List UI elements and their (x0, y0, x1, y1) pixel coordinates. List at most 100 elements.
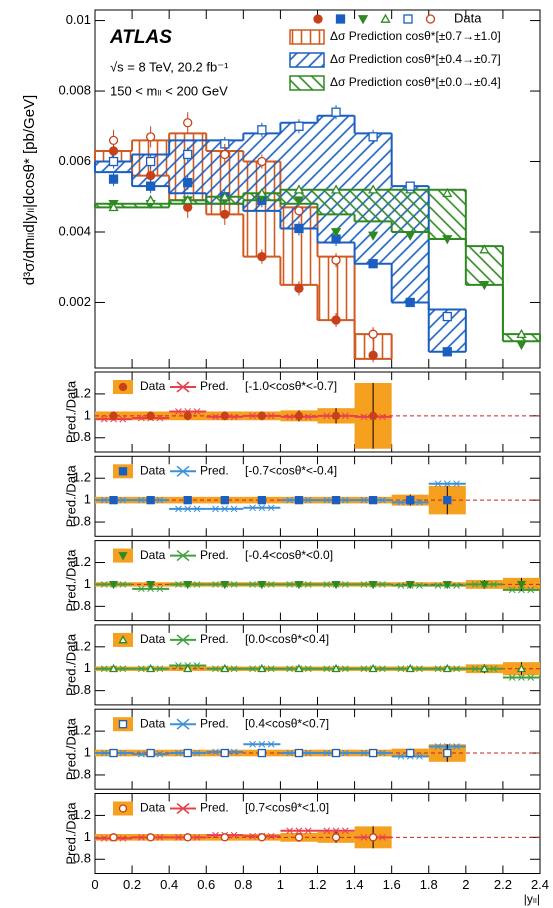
prediction-cross (138, 496, 145, 504)
prediction-cross (304, 581, 312, 588)
prediction-cross (258, 740, 266, 748)
prediction-cross (453, 582, 460, 589)
y-axis-label: Pred./Data (63, 802, 78, 865)
y-tick-label: 0.004 (58, 223, 91, 238)
data-marker (443, 748, 452, 758)
data-marker (368, 748, 378, 758)
prediction-cross (212, 413, 219, 421)
legend-label: Δσ Prediction cosθ*[±0.4→±0.7] (330, 52, 501, 66)
data-marker (146, 833, 155, 842)
data-marker (220, 580, 230, 590)
data-marker (293, 184, 305, 194)
prediction-cross (119, 835, 127, 842)
y-axis-label: Pred./Data (63, 549, 78, 612)
prediction-cross (360, 833, 368, 841)
prediction-cross (341, 827, 349, 835)
prediction-cross (221, 505, 229, 513)
y-tick-label: 0.8 (73, 429, 91, 444)
prediction-cross (304, 749, 312, 757)
data-marker (294, 495, 304, 505)
y-tick-label: 0.8 (73, 513, 91, 528)
prediction-cross (379, 833, 386, 841)
prediction-cross (397, 582, 405, 589)
prediction-cross (175, 749, 182, 757)
data-marker (108, 663, 119, 673)
y-tick-label: 1.2 (73, 554, 91, 569)
prediction-cross (249, 665, 256, 673)
prediction-cross (267, 412, 275, 420)
prediction-cross (156, 833, 164, 841)
prediction-cross (379, 665, 386, 673)
prediction-cross (230, 831, 238, 839)
legend-label: Data (140, 801, 166, 815)
prediction-cross (193, 408, 201, 415)
prediction-cross (119, 496, 127, 504)
data-marker (479, 663, 489, 673)
data-marker (368, 259, 378, 269)
x-tick-label: 0 (91, 877, 98, 892)
data-marker (145, 156, 156, 167)
data-marker (145, 181, 156, 191)
data-marker (257, 495, 267, 505)
data-marker (368, 329, 378, 339)
prediction-cross (258, 504, 266, 512)
prediction-cross (286, 496, 294, 504)
prediction-cross (453, 743, 460, 750)
data-marker (257, 411, 267, 420)
legend-label: Data (140, 716, 166, 730)
y-tick-label: 0.006 (58, 153, 91, 168)
prediction-cross (508, 674, 516, 681)
legend-label: Data (140, 463, 166, 477)
prediction-cross (119, 581, 127, 588)
prediction-cross (267, 665, 275, 673)
data-marker (109, 495, 118, 505)
x-tick-label: 1 (277, 877, 284, 892)
prediction-cross (490, 665, 497, 673)
data-marker (331, 833, 341, 842)
data-marker (146, 748, 155, 758)
prediction-cross (518, 674, 525, 681)
data-marker (183, 495, 192, 505)
data-marker (294, 206, 304, 216)
data-marker (109, 748, 118, 758)
prediction-cross (332, 827, 340, 835)
legend-label: Data (140, 632, 166, 646)
prediction-cross (138, 585, 145, 593)
data-marker (368, 580, 378, 590)
y-axis-label: Pred./Data (63, 380, 78, 443)
prediction-cross (175, 833, 182, 841)
data-marker (380, 13, 391, 23)
prediction-cross (434, 480, 442, 488)
prediction-cross (360, 665, 368, 673)
prediction-cross (416, 665, 423, 673)
data-marker (335, 14, 346, 24)
legend-cross (176, 465, 190, 477)
data-marker (368, 184, 379, 194)
data-marker (425, 14, 436, 24)
data-marker (313, 14, 323, 24)
prediction-cross (119, 665, 127, 673)
data-marker (294, 748, 304, 758)
legend-cross (176, 802, 190, 815)
data-marker (368, 132, 378, 142)
data-marker (331, 495, 341, 505)
x-tick-label: 2.2 (494, 877, 512, 892)
data-marker (257, 748, 267, 758)
prediction-cross (323, 581, 331, 588)
legend-label: Pred. (200, 801, 229, 815)
legend-swatch (289, 75, 325, 91)
y-tick-label: 0.01 (66, 12, 91, 27)
data-marker (145, 194, 156, 205)
data-marker (406, 495, 415, 505)
data-marker (220, 495, 229, 505)
prediction-cross (508, 586, 516, 594)
data-marker (331, 255, 341, 265)
y-tick-label: 1.2 (73, 638, 91, 653)
y-axis-label: d³σ/dmₗₗd|yₗₗ|dcosθ* [pb/GeV] (21, 95, 38, 285)
data-marker (442, 187, 453, 198)
data-marker (108, 135, 119, 146)
prediction-cross (100, 749, 108, 757)
data-marker (257, 125, 267, 135)
prediction-cross (295, 827, 303, 835)
data-marker (220, 411, 229, 420)
